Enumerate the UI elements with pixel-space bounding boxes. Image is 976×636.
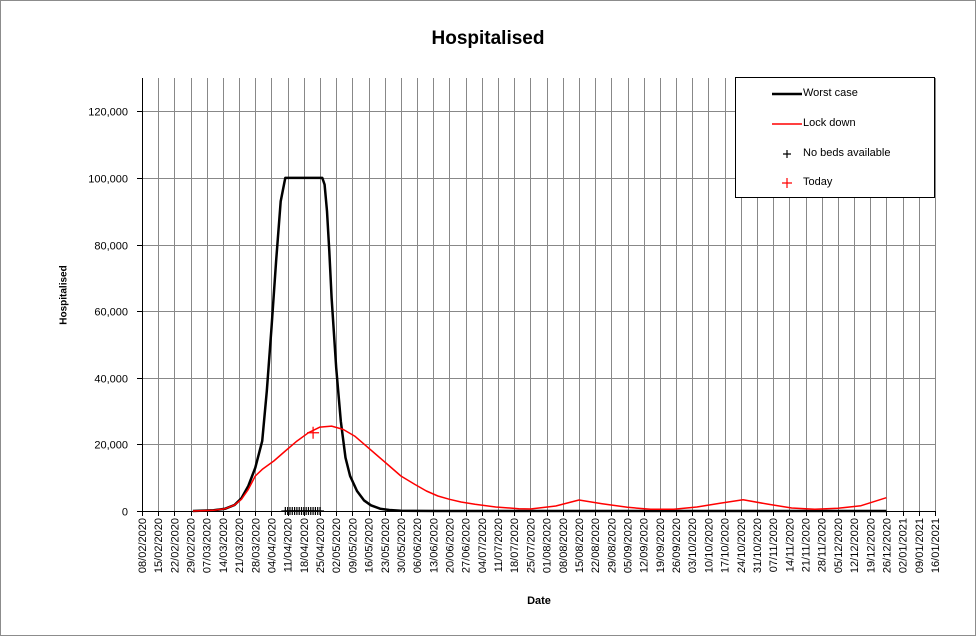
x-tick-label: 04/07/2020 [477,518,489,573]
x-tick-label: 05/12/2020 [833,518,845,573]
x-tick-label: 06/06/2020 [412,518,424,573]
x-tick-labels: 08/02/2020 15/02/2020 22/02/2020 29/02/2020… [137,518,942,573]
x-tick-label: 07/03/2020 [202,518,214,573]
x-tick-label: 24/10/2020 [736,518,748,573]
marker-no-beds-available [316,507,325,515]
x-tick-label: 25/07/2020 [525,518,537,573]
plus-marker-icon [783,150,791,158]
x-tick-label: 11/07/2020 [493,518,505,572]
x-tick-label: 17/10/2020 [720,518,732,573]
x-tick-label: 28/11/2020 [817,518,829,572]
x-tick-label: 30/05/2020 [396,518,408,573]
x-tick-label: 02/05/2020 [331,518,343,573]
x-axis-label: Date [527,595,551,607]
legend-label: Worst case [803,87,858,99]
series-lines [192,176,887,513]
chart-title: Hospitalised [431,28,545,49]
series-line-worst-case [192,176,887,513]
x-tick-label: 01/08/2020 [542,518,554,573]
x-tick-label: 15/08/2020 [574,518,586,573]
x-tick-label: 14/03/2020 [218,518,230,573]
x-tick-label: 29/02/2020 [186,518,198,573]
x-tick-label: 09/01/2021 [914,518,926,573]
x-tick-label: 13/06/2020 [428,518,440,573]
x-tick-label: 27/06/2020 [461,518,473,573]
x-tick-label: 21/03/2020 [234,518,246,573]
legend-item-today: Today [736,175,934,191]
x-tick-label: 08/08/2020 [558,518,570,573]
x-tick-label: 23/05/2020 [380,518,392,573]
x-tick-label: 21/11/2020 [801,518,813,572]
y-tick-label: 60,000 [94,307,128,319]
series-line-lock-down [192,425,887,512]
x-tick-label: 19/09/2020 [655,518,667,573]
y-tick-label: 20,000 [94,440,128,452]
x-tick-label: 22/02/2020 [169,518,181,573]
x-tick-label: 12/12/2020 [849,518,861,573]
x-tick-label: 28/03/2020 [250,518,262,573]
x-tick-label: 18/07/2020 [509,518,521,573]
y-tick-labels: 0 20,000 40,000 60,000 80,000 100,000 120,000 [88,107,128,519]
legend-label: Today [803,176,833,188]
x-tick-label: 04/04/2020 [266,518,278,573]
x-tick-label: 07/11/2020 [768,518,780,572]
x-tick-label: 20/06/2020 [444,518,456,573]
x-tick-label: 26/12/2020 [881,518,893,573]
x-tick-label: 15/02/2020 [153,518,165,573]
legend-line-black [772,92,802,96]
legend-item-lock-down: Lock down [736,116,934,132]
x-tick-label: 16/01/2021 [930,518,942,573]
x-tick-label: 14/11/2020 [784,518,796,572]
x-tick-label: 26/09/2020 [671,518,683,573]
legend-label: Lock down [803,117,856,129]
legend: Worst case Lock down No beds available T… [735,77,935,198]
x-tick-label: 03/10/2020 [687,518,699,573]
x-tick-label: 05/09/2020 [623,518,635,573]
x-tick-label: 08/02/2020 [137,518,149,573]
plus-marker-icon [782,178,792,188]
x-tick-label: 16/05/2020 [364,518,376,573]
legend-item-worst-case: Worst case [736,86,934,102]
legend-line-red [772,123,802,125]
x-tick-label: 31/10/2020 [752,518,764,573]
y-tick-label: 80,000 [94,241,128,253]
x-tick-label: 25/04/2020 [315,518,327,573]
legend-item-no-beds: No beds available [736,146,934,162]
x-tick-label: 22/08/2020 [590,518,602,573]
x-tick-label: 29/08/2020 [606,518,618,573]
y-tick-label: 100,000 [88,174,128,186]
y-tick-label: 40,000 [94,374,128,386]
x-tick-label: 10/10/2020 [703,518,715,573]
x-tick-label: 12/09/2020 [639,518,651,573]
y-tick-label: 120,000 [88,107,128,119]
x-tick-label: 19/12/2020 [865,518,877,573]
x-tick-label: 11/04/2020 [283,518,295,572]
marker-today [307,426,320,439]
y-tick-label: 0 [122,507,128,519]
series-markers [281,426,325,515]
x-tick-label: 18/04/2020 [299,518,311,573]
x-tick-label: 02/01/2021 [898,518,910,573]
x-tick-label: 09/05/2020 [347,518,359,573]
legend-label: No beds available [803,147,891,159]
